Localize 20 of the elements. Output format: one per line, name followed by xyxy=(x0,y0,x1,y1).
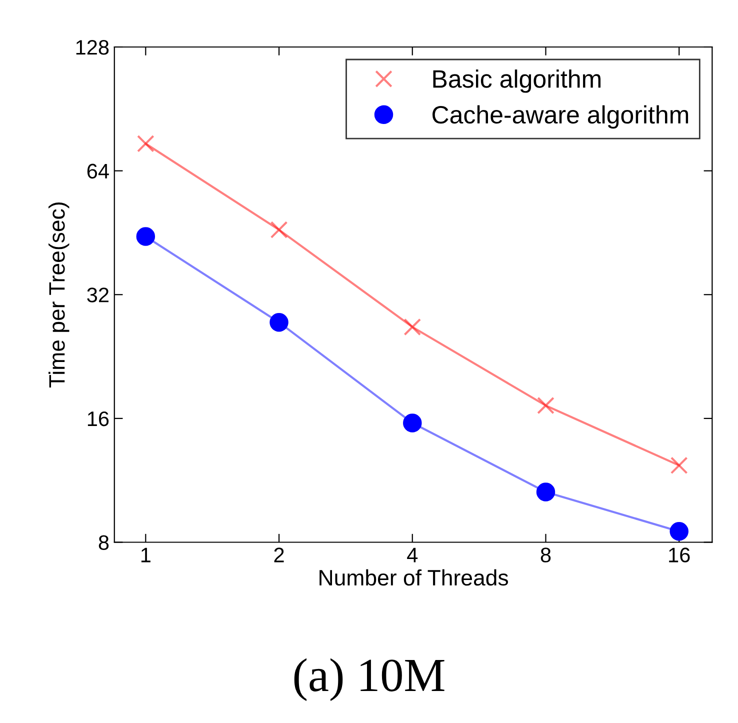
x-axis-title: Number of Threads xyxy=(320,569,508,586)
y-tick-label: 128 xyxy=(76,40,109,55)
x-tick-label: 2 xyxy=(274,548,284,562)
y-tick-label: 16 xyxy=(88,411,109,426)
x-tick-label: 16 xyxy=(669,548,690,562)
legend-label: Cache-aware algorithm xyxy=(432,105,688,129)
point xyxy=(536,482,556,502)
y-axis-title: Time per Tree(sec) xyxy=(48,202,70,388)
x-tick-label: 8 xyxy=(540,548,551,562)
point xyxy=(670,522,688,541)
x-tick-label: 1 xyxy=(141,548,150,562)
point xyxy=(136,227,156,246)
legend-label: Basic algorithm xyxy=(433,69,600,93)
y-tick-label: 8 xyxy=(98,535,109,550)
x-tick-label: 4 xyxy=(407,548,418,562)
point xyxy=(403,414,422,432)
y-tick-label: 32 xyxy=(87,288,108,302)
point xyxy=(270,312,288,332)
y-tick-label: 64 xyxy=(87,164,109,179)
text: (a) 10M xyxy=(294,658,444,702)
